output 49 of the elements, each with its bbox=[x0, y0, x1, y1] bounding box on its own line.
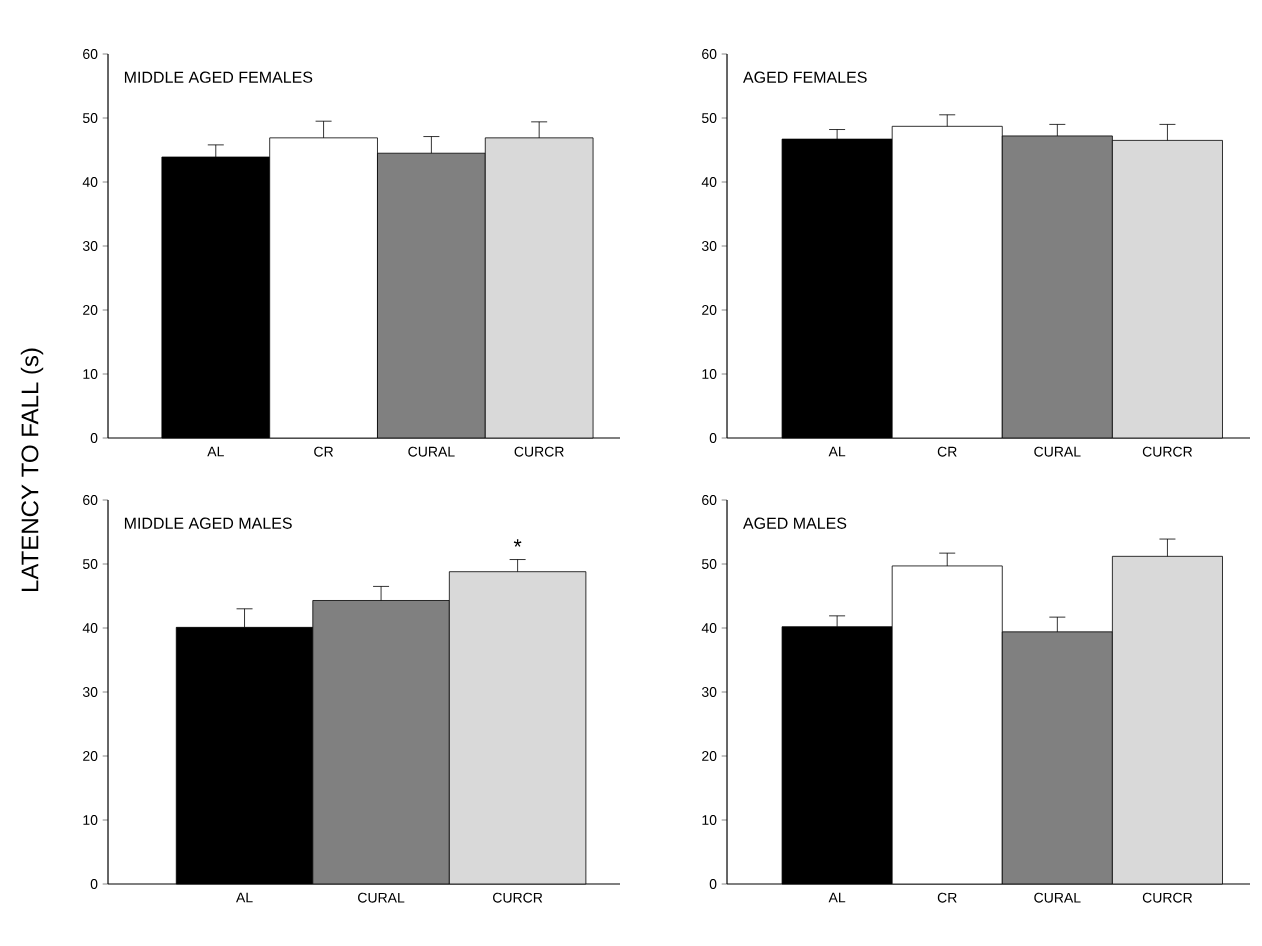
y-tick-label: 10 bbox=[702, 369, 717, 379]
y-tick-label: 10 bbox=[702, 815, 717, 825]
y-tick-label: 0 bbox=[90, 433, 98, 443]
y-tick-label: 50 bbox=[701, 559, 717, 569]
y-tick-label: 50 bbox=[82, 113, 98, 123]
x-tick-label: CURCR bbox=[493, 892, 543, 903]
y-tick-label: 50 bbox=[701, 113, 717, 123]
y-tick-label: 40 bbox=[701, 177, 717, 187]
y-tick-label: 0 bbox=[90, 879, 98, 889]
y-tick-label: 60 bbox=[702, 495, 717, 505]
x-tick-label: AL bbox=[828, 446, 846, 457]
y-tick-label: 30 bbox=[82, 687, 98, 697]
y-tick-label: 40 bbox=[701, 623, 717, 633]
y-axis-title: LATENCY TO FALL (s) bbox=[20, 348, 44, 591]
x-tick-label: CURAL bbox=[358, 892, 405, 903]
y-tick-label: 20 bbox=[702, 305, 717, 315]
x-tick-label: AL bbox=[207, 446, 224, 457]
x-tick-label: CURCR bbox=[1142, 446, 1193, 457]
y-tick-label: 40 bbox=[82, 177, 98, 187]
x-tick-label: CURCR bbox=[1142, 892, 1193, 903]
y-tick-label: 60 bbox=[83, 495, 98, 505]
x-tick-label: CURAL bbox=[408, 446, 455, 457]
y-tick-label: 0 bbox=[709, 433, 717, 443]
x-tick-label: CR bbox=[937, 446, 957, 457]
y-tick-label: 30 bbox=[701, 687, 717, 697]
y-tick-label: 20 bbox=[702, 751, 717, 761]
text: AGED MALES bbox=[742, 517, 847, 529]
y-tick-label: 30 bbox=[701, 241, 717, 251]
x-tick-label: CURAL bbox=[1034, 892, 1081, 903]
y-tick-label: 0 bbox=[709, 879, 717, 889]
x-tick-label: CR bbox=[937, 892, 957, 903]
text: MIDDLE AGED FEMALES bbox=[124, 71, 313, 83]
x-tick-label: CURAL bbox=[1034, 446, 1081, 457]
y-tick-label: 50 bbox=[82, 559, 98, 569]
x-tick-label: AL bbox=[236, 892, 253, 903]
y-tick-label: 20 bbox=[83, 305, 98, 315]
x-tick-label: CR bbox=[314, 446, 334, 457]
y-tick-label: 40 bbox=[82, 623, 98, 633]
y-tick-label: 30 bbox=[82, 241, 98, 251]
text: AGED FEMALES bbox=[742, 71, 867, 83]
y-tick-label: 60 bbox=[83, 49, 98, 59]
annotation: * bbox=[513, 539, 522, 547]
y-tick-label: 20 bbox=[83, 751, 98, 761]
x-tick-label: CURCR bbox=[514, 446, 564, 457]
y-tick-label: 10 bbox=[83, 369, 98, 379]
y-tick-label: 60 bbox=[702, 49, 717, 59]
x-tick-label: AL bbox=[828, 892, 846, 903]
text: MIDDLE AGED MALES bbox=[124, 517, 292, 529]
y-tick-label: 10 bbox=[83, 815, 98, 825]
